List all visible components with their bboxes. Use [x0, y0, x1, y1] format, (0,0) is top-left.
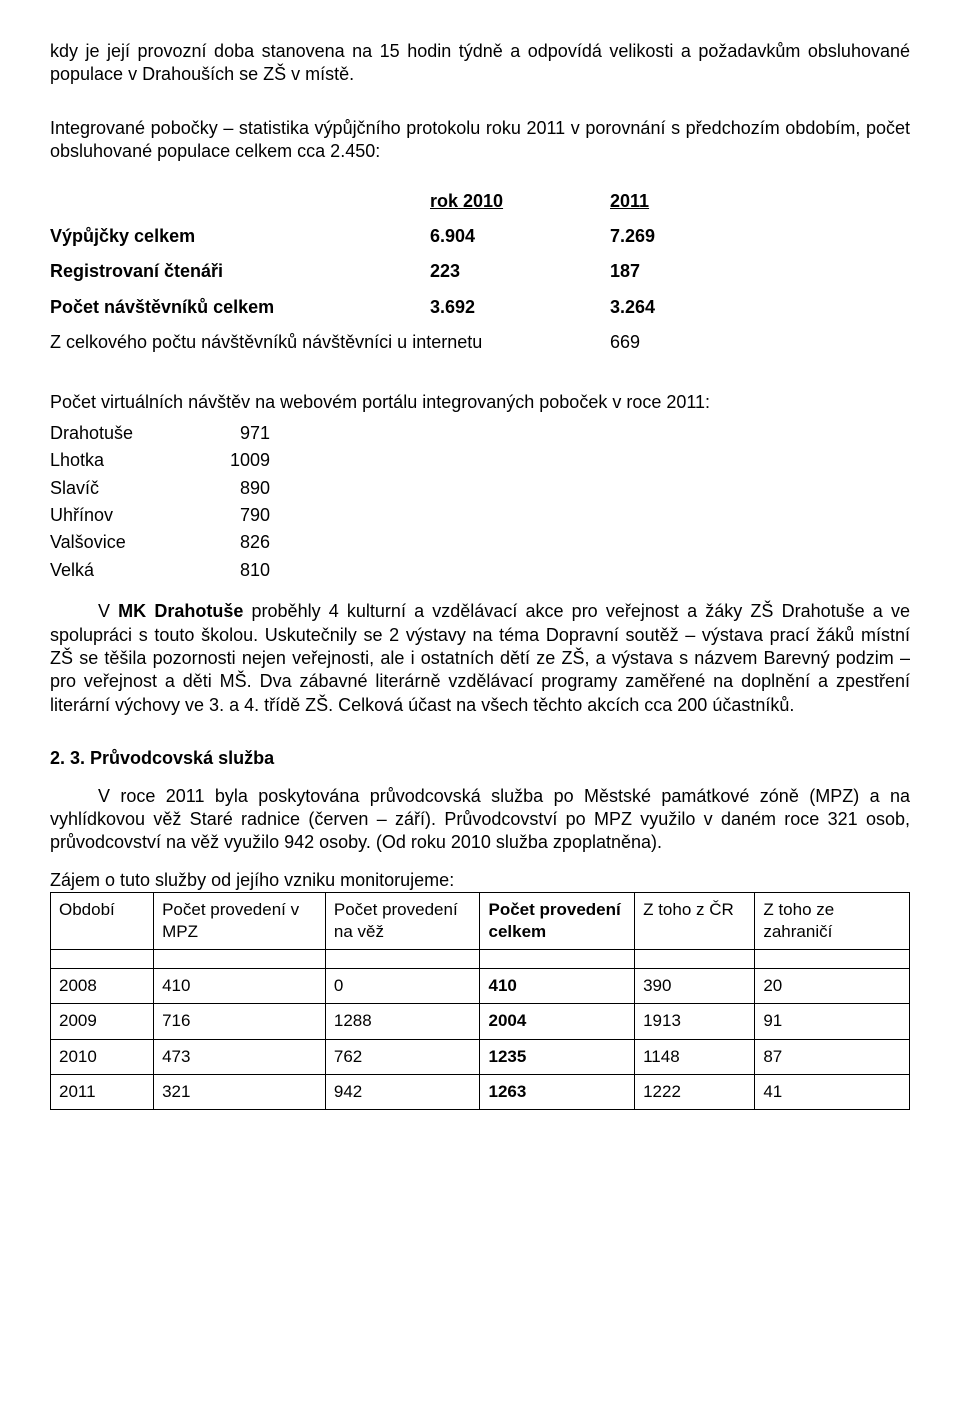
monitor-intro: Zájem o tuto služby od jejího vzniku mon…	[50, 869, 910, 892]
stats-row-v2: 3.264	[610, 290, 730, 325]
drahotuse-bold: MK Drahotuše	[118, 601, 243, 621]
visit-val: 790	[190, 502, 270, 529]
cell-total: 1263	[480, 1074, 635, 1109]
cell-period: 2011	[51, 1074, 154, 1109]
th-tower: Počet provedení na věž	[325, 893, 480, 950]
table-row: 2009 716 1288 2004 1913 91	[51, 1004, 910, 1039]
cell-mpz: 410	[154, 969, 326, 1004]
cell-mpz: 473	[154, 1039, 326, 1074]
stats-row-label: Počet návštěvníků celkem	[50, 290, 430, 325]
stats-row-v2: 187	[610, 254, 730, 289]
cell-cr: 1913	[635, 1004, 755, 1039]
cell-cr: 1148	[635, 1039, 755, 1074]
drahotuse-paragraph: V MK Drahotuše proběhly 4 kulturní a vzd…	[50, 600, 910, 717]
cell-total: 1235	[480, 1039, 635, 1074]
visit-val: 826	[190, 529, 270, 556]
stats-header-row: rok 2010 2011	[50, 184, 730, 219]
stats-row-v1: 223	[430, 254, 610, 289]
cell-period: 2010	[51, 1039, 154, 1074]
table-row: 2010 473 762 1235 1148 87	[51, 1039, 910, 1074]
th-cr: Z toho z ČR	[635, 893, 755, 950]
visit-place: Uhřínov	[50, 502, 190, 529]
stats-row-v1: 6.904	[430, 219, 610, 254]
drahotuse-before: V	[98, 601, 118, 621]
stats-year1: rok 2010	[430, 191, 503, 211]
visit-val: 1009	[190, 447, 270, 474]
intro-paragraph: kdy je její provozní doba stanovena na 1…	[50, 40, 910, 87]
cell-tower: 0	[325, 969, 480, 1004]
cell-foreign: 91	[755, 1004, 910, 1039]
cell-tower: 942	[325, 1074, 480, 1109]
visit-place: Slavíč	[50, 475, 190, 502]
stats-row-v1: 3.692	[430, 290, 610, 325]
th-mpz: Počet provedení v MPZ	[154, 893, 326, 950]
visit-val: 971	[190, 420, 270, 447]
stats-row: Počet návštěvníků celkem 3.692 3.264	[50, 290, 730, 325]
visit-val: 890	[190, 475, 270, 502]
th-foreign: Z toho ze zahraničí	[755, 893, 910, 950]
stats-year2: 2011	[610, 191, 649, 211]
cell-total: 2004	[480, 1004, 635, 1039]
th-period: Období	[51, 893, 154, 950]
cell-tower: 1288	[325, 1004, 480, 1039]
cell-period: 2009	[51, 1004, 154, 1039]
cell-foreign: 87	[755, 1039, 910, 1074]
visit-place: Valšovice	[50, 529, 190, 556]
visit-row: Valšovice826	[50, 529, 270, 556]
cell-total: 410	[480, 969, 635, 1004]
cell-mpz: 716	[154, 1004, 326, 1039]
stats-row-label: Výpůjčky celkem	[50, 219, 430, 254]
stats-row-label: Registrovaní čtenáři	[50, 254, 430, 289]
cell-foreign: 20	[755, 969, 910, 1004]
visit-row: Uhřínov790	[50, 502, 270, 529]
section-heading: 2. 3. Průvodcovská služba	[50, 747, 910, 770]
visit-row: Lhotka1009	[50, 447, 270, 474]
visit-place: Velká	[50, 557, 190, 584]
stats-internet-row: Z celkového počtu návštěvníků návštěvníc…	[50, 325, 730, 360]
table-spacer	[51, 950, 910, 969]
stats-row: Výpůjčky celkem 6.904 7.269	[50, 219, 730, 254]
guide-paragraph: V roce 2011 byla poskytována průvodcovsk…	[50, 785, 910, 855]
monitor-table: Období Počet provedení v MPZ Počet prove…	[50, 892, 910, 1110]
visit-place: Drahotuše	[50, 420, 190, 447]
visit-row: Velká810	[50, 557, 270, 584]
stats-internet-label: Z celkového počtu návštěvníků návštěvníc…	[50, 332, 482, 352]
virtual-heading: Počet virtuálních návštěv na webovém por…	[50, 391, 910, 414]
visit-row: Drahotuše971	[50, 420, 270, 447]
th-total: Počet provedení celkem	[480, 893, 635, 950]
cell-cr: 1222	[635, 1074, 755, 1109]
table-header-row: Období Počet provedení v MPZ Počet prove…	[51, 893, 910, 950]
cell-foreign: 41	[755, 1074, 910, 1109]
stats-row-v2: 7.269	[610, 219, 730, 254]
visit-val: 810	[190, 557, 270, 584]
stats-intro: Integrované pobočky – statistika výpůjčn…	[50, 117, 910, 164]
stats-table: rok 2010 2011 Výpůjčky celkem 6.904 7.26…	[50, 184, 730, 361]
virtual-visits-table: Drahotuše971 Lhotka1009 Slavíč890 Uhříno…	[50, 420, 270, 584]
visit-place: Lhotka	[50, 447, 190, 474]
cell-period: 2008	[51, 969, 154, 1004]
stats-internet-val: 669	[610, 325, 730, 360]
table-row: 2008 410 0 410 390 20	[51, 969, 910, 1004]
stats-row: Registrovaní čtenáři 223 187	[50, 254, 730, 289]
cell-mpz: 321	[154, 1074, 326, 1109]
cell-tower: 762	[325, 1039, 480, 1074]
visit-row: Slavíč890	[50, 475, 270, 502]
table-row: 2011 321 942 1263 1222 41	[51, 1074, 910, 1109]
cell-cr: 390	[635, 969, 755, 1004]
